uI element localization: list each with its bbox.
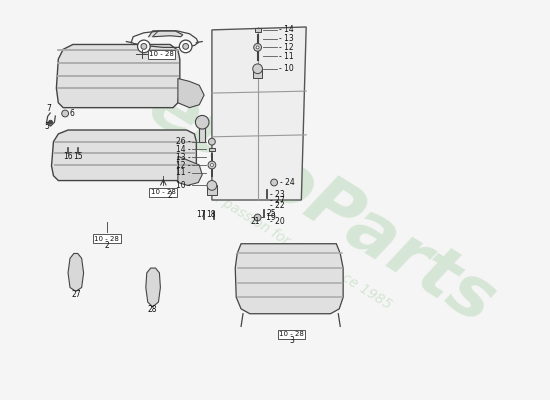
Circle shape	[208, 138, 215, 145]
Polygon shape	[57, 44, 180, 108]
Text: - 20: - 20	[270, 217, 285, 226]
Text: 7: 7	[46, 104, 51, 113]
Text: - 27: - 27	[270, 196, 285, 204]
Text: 3: 3	[289, 336, 294, 346]
Text: 5: 5	[44, 122, 49, 131]
Circle shape	[62, 110, 69, 117]
Text: - 11: - 11	[279, 52, 294, 61]
Text: - 10: - 10	[279, 64, 294, 73]
Bar	[209, 148, 215, 151]
Text: 16: 16	[63, 152, 73, 161]
Text: 28: 28	[148, 305, 157, 314]
Text: - 22: - 22	[270, 201, 285, 210]
Circle shape	[48, 120, 52, 124]
Text: 2: 2	[167, 191, 172, 200]
Text: 15: 15	[73, 152, 82, 161]
Circle shape	[254, 214, 261, 221]
Text: - 14: - 14	[279, 25, 294, 34]
Bar	[253, 69, 262, 78]
Circle shape	[208, 161, 216, 169]
Text: 27: 27	[71, 290, 81, 299]
Circle shape	[253, 64, 262, 74]
Polygon shape	[52, 130, 196, 180]
Polygon shape	[146, 268, 161, 307]
Text: 10 -: 10 -	[176, 181, 190, 190]
Text: 17: 17	[196, 210, 206, 219]
Text: 11 -: 11 -	[176, 168, 190, 177]
Text: 13 -: 13 -	[176, 153, 190, 162]
Polygon shape	[178, 156, 202, 186]
Polygon shape	[235, 244, 343, 314]
Circle shape	[271, 179, 278, 186]
Circle shape	[138, 40, 150, 53]
Text: 10 - 28: 10 - 28	[279, 331, 304, 337]
Polygon shape	[148, 31, 183, 37]
Text: 25: 25	[266, 209, 276, 218]
Text: 12 -: 12 -	[176, 160, 190, 170]
Circle shape	[211, 164, 213, 166]
Polygon shape	[212, 27, 306, 200]
Text: 21: 21	[251, 217, 260, 226]
Text: 10 - 28: 10 - 28	[95, 236, 119, 242]
Text: - 19: - 19	[261, 213, 275, 222]
Bar	[207, 186, 217, 195]
Circle shape	[179, 40, 192, 53]
Text: a passion for parts since 1985: a passion for parts since 1985	[209, 189, 394, 312]
Circle shape	[256, 46, 259, 49]
Bar	[255, 28, 261, 32]
Circle shape	[254, 44, 261, 51]
Text: euroParts: euroParts	[135, 71, 507, 339]
Bar	[199, 124, 205, 142]
Text: - 12: - 12	[279, 43, 294, 52]
Text: 2: 2	[104, 241, 109, 250]
Text: - 24: - 24	[280, 178, 295, 187]
Text: - 13: - 13	[279, 34, 294, 43]
Text: 18: 18	[206, 210, 216, 219]
Circle shape	[141, 44, 147, 49]
Circle shape	[195, 116, 209, 129]
Text: 14 -: 14 -	[176, 145, 190, 154]
Text: 26 -: 26 -	[176, 137, 190, 146]
Text: 10 - 28: 10 - 28	[151, 189, 176, 195]
Circle shape	[183, 44, 189, 49]
Text: 6: 6	[70, 109, 75, 118]
Polygon shape	[68, 254, 84, 291]
Circle shape	[207, 180, 217, 190]
Polygon shape	[178, 78, 204, 108]
Text: - 23: - 23	[270, 190, 285, 199]
Text: 10 - 28: 10 - 28	[149, 51, 174, 57]
